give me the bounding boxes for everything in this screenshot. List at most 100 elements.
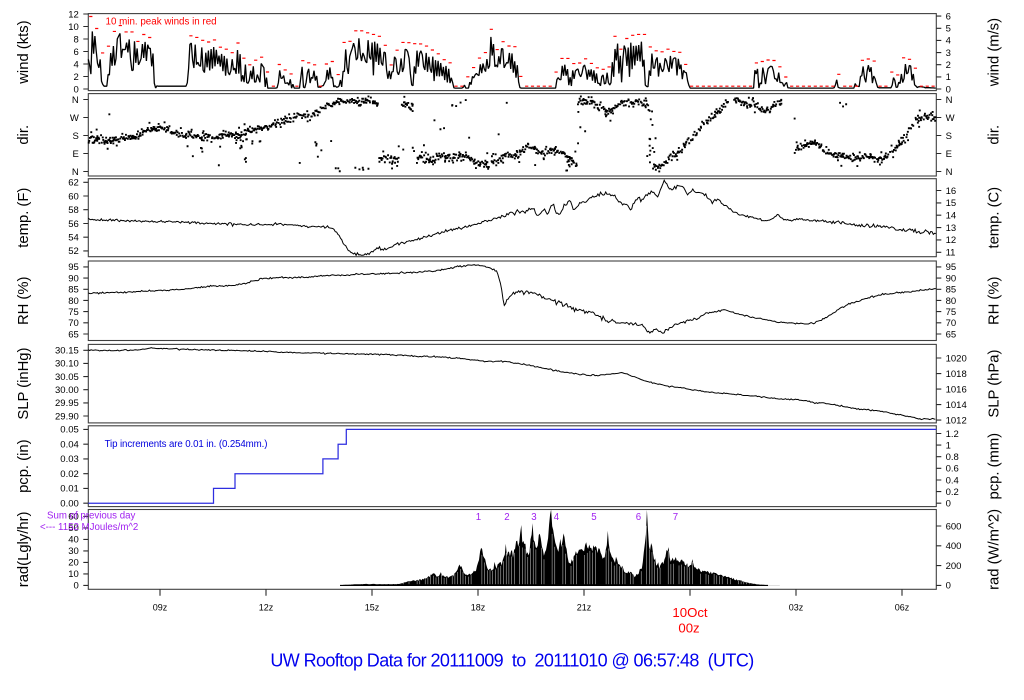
svg-text:85: 85 bbox=[946, 285, 957, 296]
svg-text:13: 13 bbox=[946, 223, 957, 234]
svg-text:1: 1 bbox=[946, 440, 951, 451]
svg-text:2: 2 bbox=[946, 60, 951, 71]
svg-text:6: 6 bbox=[636, 512, 641, 523]
svg-text:pcp. (mm): pcp. (mm) bbox=[987, 433, 1003, 500]
svg-text:70: 70 bbox=[68, 318, 79, 329]
svg-text:0.4: 0.4 bbox=[946, 475, 959, 486]
svg-text:0.02: 0.02 bbox=[60, 469, 79, 480]
svg-text:6: 6 bbox=[946, 11, 951, 22]
svg-text:30.00: 30.00 bbox=[55, 385, 79, 396]
svg-text:600: 600 bbox=[946, 521, 962, 532]
svg-text:65: 65 bbox=[68, 329, 79, 340]
svg-text:1: 1 bbox=[946, 72, 951, 83]
svg-text:90: 90 bbox=[68, 273, 79, 284]
svg-text:RH (%): RH (%) bbox=[987, 276, 1003, 325]
svg-text:SLP (inHg): SLP (inHg) bbox=[16, 347, 32, 419]
svg-text:0.01: 0.01 bbox=[60, 484, 79, 495]
svg-text:06z: 06z bbox=[895, 603, 910, 613]
svg-text:14: 14 bbox=[946, 211, 957, 222]
svg-text:85: 85 bbox=[68, 285, 79, 296]
svg-text:0: 0 bbox=[946, 84, 951, 95]
svg-text:20: 20 bbox=[68, 558, 79, 569]
svg-text:W: W bbox=[946, 113, 955, 124]
svg-text:RH (%): RH (%) bbox=[16, 276, 32, 325]
svg-text:95: 95 bbox=[946, 262, 957, 273]
svg-text:60: 60 bbox=[68, 191, 79, 202]
svg-text:5: 5 bbox=[591, 512, 596, 523]
svg-text:1016: 1016 bbox=[946, 384, 967, 395]
svg-text:Sum of previous day: Sum of previous day bbox=[47, 511, 135, 522]
svg-text:0.03: 0.03 bbox=[60, 454, 79, 465]
svg-text:50: 50 bbox=[68, 523, 79, 534]
svg-text:S: S bbox=[946, 131, 952, 142]
svg-text:dir.: dir. bbox=[987, 125, 1003, 145]
svg-text:N: N bbox=[72, 95, 79, 106]
svg-text:dir.: dir. bbox=[16, 125, 32, 145]
svg-text:Tip increments are 0.01 in. (0: Tip increments are 0.01 in. (0.254mm.) bbox=[105, 439, 268, 450]
svg-text:70: 70 bbox=[946, 318, 957, 329]
svg-text:0: 0 bbox=[74, 581, 79, 592]
svg-text:0: 0 bbox=[74, 84, 79, 95]
svg-text:95: 95 bbox=[68, 262, 79, 273]
svg-text:0.05: 0.05 bbox=[60, 425, 79, 436]
svg-text:12: 12 bbox=[68, 9, 79, 20]
svg-text:54: 54 bbox=[68, 233, 79, 244]
svg-text:7: 7 bbox=[673, 512, 678, 523]
svg-text:N: N bbox=[946, 167, 953, 178]
svg-text:30.05: 30.05 bbox=[55, 372, 79, 383]
svg-text:1018: 1018 bbox=[946, 369, 967, 380]
svg-text:temp. (F): temp. (F) bbox=[16, 188, 32, 248]
svg-text:10 min. peak winds in red: 10 min. peak winds in red bbox=[106, 16, 217, 27]
svg-text:18z: 18z bbox=[471, 603, 486, 613]
svg-text:0.04: 0.04 bbox=[60, 440, 79, 451]
svg-text:10: 10 bbox=[68, 569, 79, 580]
svg-text:40: 40 bbox=[68, 535, 79, 546]
svg-text:W: W bbox=[70, 113, 79, 124]
svg-text:15: 15 bbox=[946, 198, 957, 209]
svg-text:400: 400 bbox=[946, 541, 962, 552]
svg-text:56: 56 bbox=[68, 219, 79, 230]
svg-text:rad (W/m^2): rad (W/m^2) bbox=[987, 509, 1003, 590]
svg-text:90: 90 bbox=[946, 273, 957, 284]
svg-text:29.90: 29.90 bbox=[55, 411, 79, 422]
svg-text:80: 80 bbox=[946, 296, 957, 307]
svg-text:1: 1 bbox=[476, 512, 481, 523]
svg-text:09z: 09z bbox=[153, 603, 168, 613]
svg-text:wind (m/s): wind (m/s) bbox=[987, 18, 1003, 87]
svg-text:16: 16 bbox=[946, 186, 957, 197]
svg-text:30: 30 bbox=[68, 546, 79, 557]
svg-text:0.6: 0.6 bbox=[946, 464, 959, 475]
svg-text:<--- 1152 MJoules/m^2: <--- 1152 MJoules/m^2 bbox=[40, 522, 138, 533]
svg-text:29.95: 29.95 bbox=[55, 398, 79, 409]
svg-text:30.15: 30.15 bbox=[55, 346, 79, 357]
svg-text:65: 65 bbox=[946, 329, 957, 340]
svg-text:SLP (hPa): SLP (hPa) bbox=[987, 350, 1003, 418]
svg-text:12z: 12z bbox=[259, 603, 274, 613]
svg-text:80: 80 bbox=[68, 296, 79, 307]
svg-text:52: 52 bbox=[68, 246, 79, 257]
svg-text:5: 5 bbox=[946, 24, 951, 35]
svg-text:temp. (C): temp. (C) bbox=[987, 187, 1003, 249]
svg-text:75: 75 bbox=[946, 307, 957, 318]
svg-text:0: 0 bbox=[946, 581, 951, 592]
svg-text:1012: 1012 bbox=[946, 415, 967, 426]
svg-text:1.2: 1.2 bbox=[946, 429, 959, 440]
svg-text:3: 3 bbox=[946, 48, 951, 59]
svg-text:10Oct: 10Oct bbox=[672, 605, 708, 620]
svg-text:S: S bbox=[72, 131, 78, 142]
svg-text:21z: 21z bbox=[577, 603, 592, 613]
svg-text:0.2: 0.2 bbox=[946, 487, 959, 498]
svg-text:4: 4 bbox=[74, 59, 79, 70]
svg-text:75: 75 bbox=[68, 307, 79, 318]
svg-text:00z: 00z bbox=[678, 621, 699, 636]
svg-text:12: 12 bbox=[946, 235, 957, 246]
svg-text:62: 62 bbox=[68, 178, 79, 189]
svg-text:N: N bbox=[72, 167, 79, 178]
svg-text:03z: 03z bbox=[789, 603, 804, 613]
svg-text:rad(Lgly/hr): rad(Lgly/hr) bbox=[16, 512, 32, 588]
svg-text:4: 4 bbox=[946, 36, 951, 47]
svg-text:6: 6 bbox=[74, 47, 79, 58]
svg-text:wind (kts): wind (kts) bbox=[16, 20, 32, 84]
svg-text:30.10: 30.10 bbox=[55, 359, 79, 370]
svg-text:E: E bbox=[946, 149, 952, 160]
